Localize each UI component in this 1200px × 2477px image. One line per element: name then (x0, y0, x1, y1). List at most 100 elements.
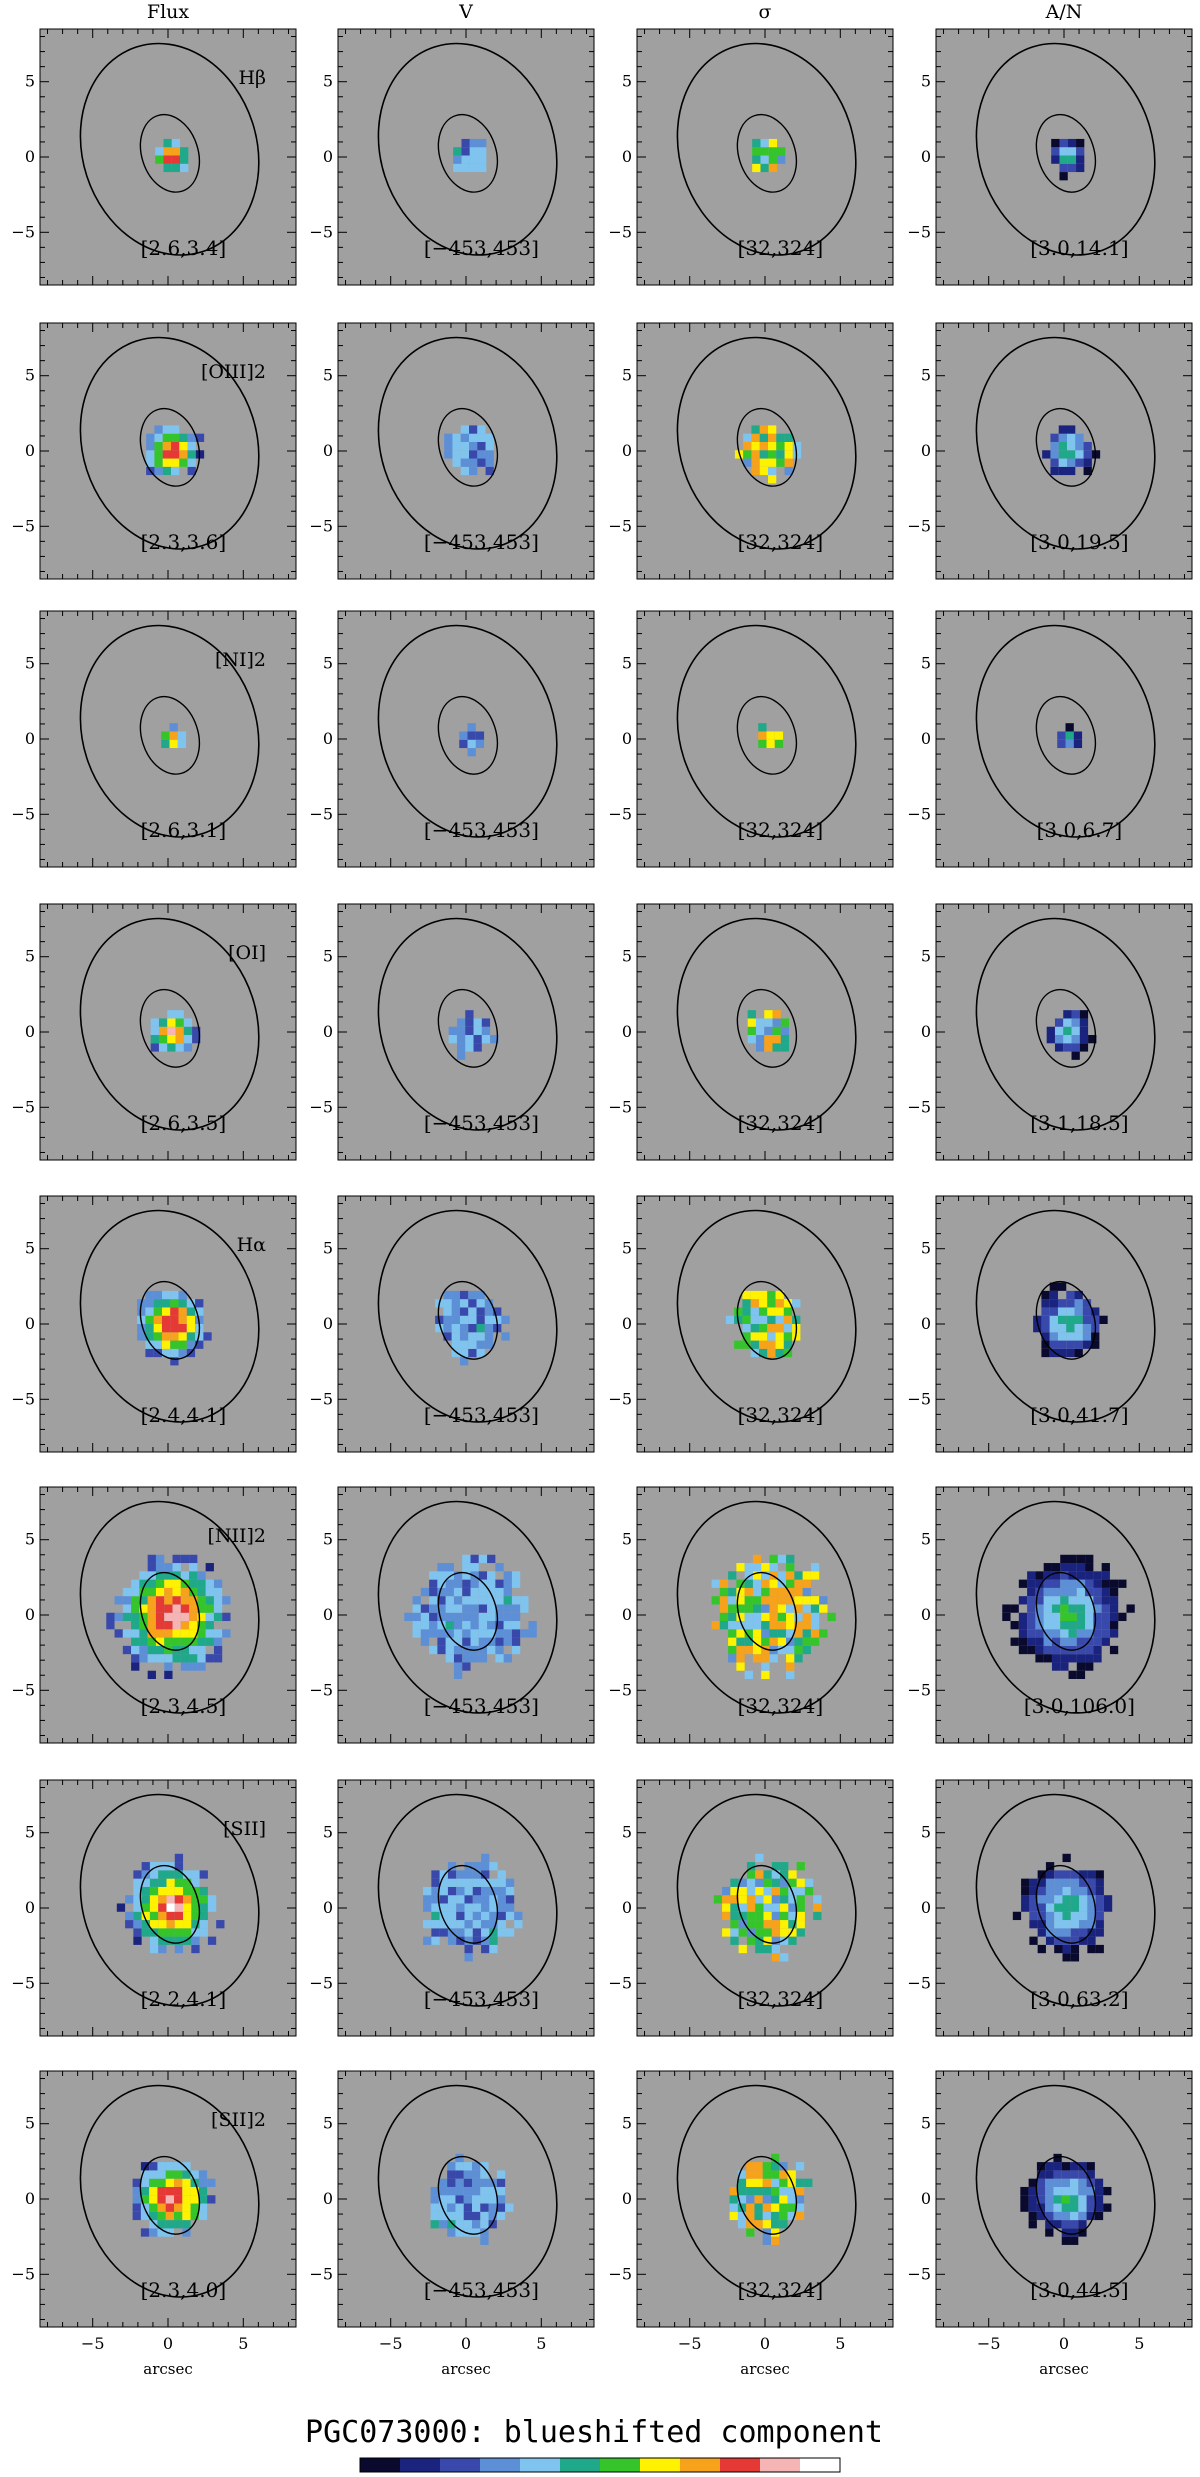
map-pixel (445, 1645, 454, 1655)
map-pixel (794, 1629, 803, 1638)
map-pixel (164, 1645, 173, 1655)
map-pixel (777, 1629, 787, 1638)
map-pixel (439, 1895, 448, 1904)
map-pixel (153, 1307, 162, 1316)
map-pixel (468, 1340, 477, 1349)
map-pixel (779, 2162, 788, 2171)
range-label: [−453,453] (424, 1403, 539, 1427)
map-pixel (1070, 2195, 1079, 2204)
map-pixel (497, 1870, 506, 1879)
map-pixel (154, 458, 163, 467)
inner-contour (1035, 1571, 1097, 1651)
map-pixel (1082, 1340, 1092, 1349)
map-pixel (459, 1290, 469, 1300)
map-pixel (438, 2211, 448, 2221)
map-pixel (180, 1629, 190, 1638)
map-pixel (730, 1936, 739, 1945)
map-pixel (763, 1878, 772, 1887)
map-pixel (1126, 1604, 1135, 1613)
map-pixel (1060, 1645, 1069, 1655)
map-pixel (1050, 441, 1059, 451)
map-pixel (827, 1612, 836, 1622)
map-pixel (1079, 1903, 1088, 1912)
map-pixel (755, 1895, 764, 1904)
map-pixel (1093, 1621, 1102, 1630)
map-pixel (470, 1637, 479, 1646)
map-pixel (469, 450, 478, 459)
map-pixel (771, 1911, 781, 1921)
map-pixel (484, 1324, 494, 1333)
map-pixel (462, 1621, 471, 1630)
map-pixel (155, 1596, 165, 1605)
map-pixel (131, 1621, 140, 1630)
map-pixel (729, 2195, 738, 2204)
map-pixel (147, 1637, 156, 1646)
map-pixel (456, 1870, 465, 1879)
map-pixel (132, 2211, 141, 2221)
map-pixel (755, 1936, 764, 1945)
map-pixel (146, 458, 155, 467)
map-pixel (769, 1563, 778, 1572)
range-label: [−453,453] (424, 530, 539, 554)
map-pixel (1086, 2162, 1095, 2171)
panel: −505[−453,453] (309, 1779, 595, 2037)
map-pixel (429, 1579, 438, 1588)
map-pixel (496, 2203, 506, 2212)
map-pixel (180, 155, 189, 164)
map-pixel (1085, 1629, 1094, 1638)
map-pixel (461, 138, 470, 148)
map-pixel (473, 1018, 482, 1027)
map-pixel (464, 1953, 473, 1962)
map-pixel (1062, 1886, 1071, 1896)
map-pixel (484, 1332, 494, 1341)
map-pixel (761, 1629, 770, 1638)
map-pixel (145, 1290, 154, 1300)
map-pixel (153, 1324, 162, 1333)
map-pixel (783, 1299, 793, 1308)
inner-contour (437, 988, 499, 1068)
map-pixel (447, 1911, 457, 1921)
map-pixel (771, 2178, 780, 2187)
map-pixel (764, 1035, 773, 1044)
map-pixel (763, 1886, 772, 1896)
outer-contour (79, 1209, 260, 1423)
colorbar-segment (800, 2458, 805, 2472)
map-pixel (1037, 1870, 1046, 1879)
map-pixel (477, 458, 486, 467)
map-pixel (1082, 1324, 1092, 1333)
map-pixel (1018, 1579, 1028, 1588)
emission-line-label: [NI]2 (215, 649, 266, 671)
map-pixel (1093, 1604, 1102, 1613)
map-pixel (1028, 2178, 1037, 2187)
y-tick-label: 0 (921, 1605, 931, 1624)
map-pixel (423, 1920, 432, 1929)
map-pixel (175, 1010, 184, 1019)
y-tick-label: −5 (907, 1680, 931, 1699)
map-pixel (1065, 739, 1074, 749)
map-pixel (443, 1315, 452, 1324)
map-pixel (505, 1911, 515, 1921)
map-pixel (786, 1662, 795, 1671)
panel: −505[32,324] (608, 903, 894, 1161)
y-tick-label: −5 (907, 222, 931, 241)
map-pixel (153, 1332, 162, 1341)
map-pixel (1094, 2211, 1104, 2221)
map-pixel (1054, 1878, 1063, 1887)
map-pixel (158, 1886, 167, 1896)
y-tick-label: −5 (309, 1680, 333, 1699)
y-tick-label: −5 (11, 222, 35, 241)
y-tick-label: 0 (622, 441, 632, 460)
map-pixel (794, 1579, 803, 1588)
map-pixel (794, 1571, 803, 1580)
map-pixel (771, 2228, 780, 2237)
outer-contour (975, 1209, 1156, 1423)
map-pixel (464, 1920, 473, 1929)
map-pixel (1086, 2170, 1095, 2179)
map-pixel (166, 1920, 175, 1929)
map-pixel (1070, 1870, 1080, 1879)
map-pixel (132, 2178, 141, 2187)
y-tick-label: −5 (608, 222, 632, 241)
map-pixel (1085, 1604, 1094, 1613)
map-pixel (758, 1340, 768, 1349)
map-pixel (737, 2186, 747, 2196)
